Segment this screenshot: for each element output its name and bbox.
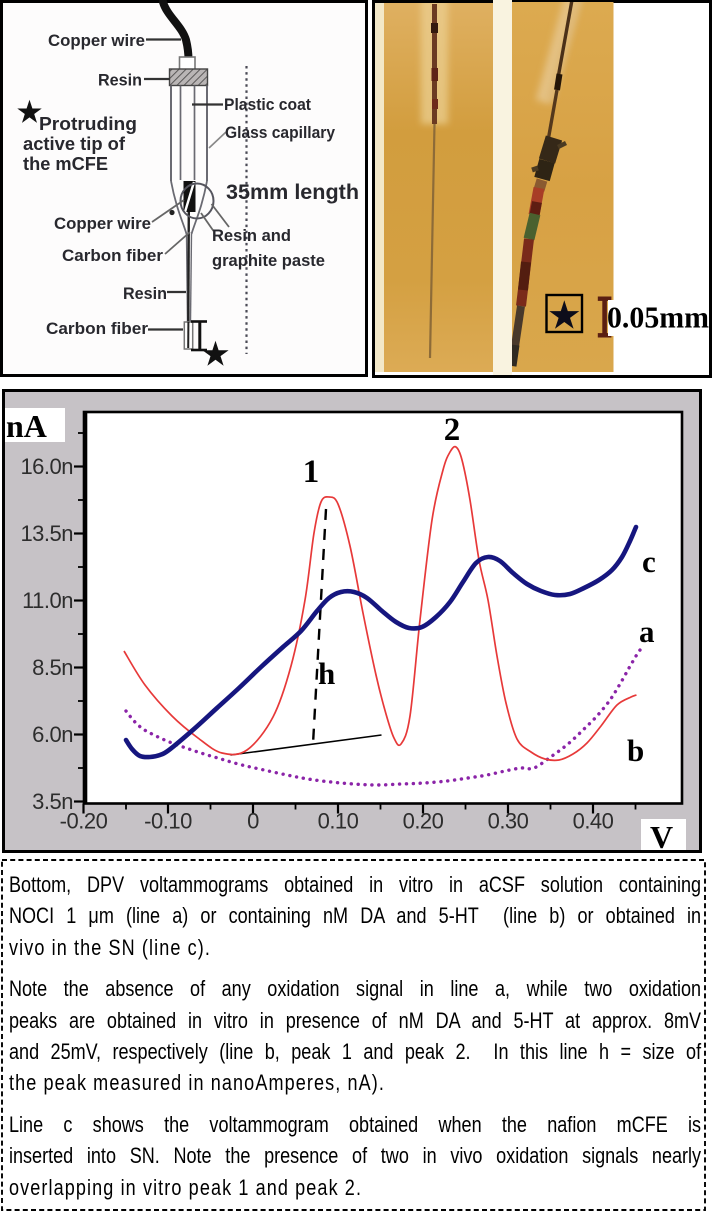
svg-text:h: h [318, 656, 335, 691]
svg-text:13.5n: 13.5n [20, 521, 73, 546]
svg-text:nA: nA [6, 408, 47, 444]
svg-text:Resin and: Resin and [212, 227, 291, 245]
svg-text:Carbon fiber: Carbon fiber [46, 320, 149, 338]
svg-text:Copper wire: Copper wire [54, 215, 151, 233]
svg-text:the mCFE: the mCFE [23, 154, 108, 174]
svg-text:0.40: 0.40 [573, 809, 614, 834]
svg-text:Protruding: Protruding [39, 114, 137, 134]
svg-text:-0.20: -0.20 [60, 809, 108, 834]
svg-text:3.5n: 3.5n [32, 789, 73, 814]
svg-text:35mm length: 35mm length [226, 181, 359, 204]
svg-text:16.0n: 16.0n [20, 454, 73, 479]
svg-text:Resin: Resin [98, 72, 142, 90]
svg-text:0.10: 0.10 [318, 809, 359, 834]
svg-text:a: a [639, 614, 655, 649]
svg-text:0.05mm: 0.05mm [607, 300, 709, 335]
svg-text:11.0n: 11.0n [22, 588, 73, 613]
svg-text:Glass capillary: Glass capillary [225, 124, 336, 142]
svg-text:Resin: Resin [123, 285, 167, 303]
svg-text:Copper wire: Copper wire [48, 32, 145, 50]
svg-text:0.20: 0.20 [403, 809, 444, 834]
svg-text:8.5n: 8.5n [32, 655, 73, 680]
svg-text:1: 1 [303, 454, 320, 490]
svg-text:Plastic coat: Plastic coat [224, 96, 311, 114]
svg-text:active tip of: active tip of [23, 134, 126, 154]
svg-text:graphite paste: graphite paste [212, 252, 325, 270]
svg-text:0: 0 [247, 809, 259, 834]
svg-text:-0.10: -0.10 [144, 809, 192, 834]
svg-text:V: V [650, 819, 673, 853]
svg-text:b: b [627, 733, 644, 768]
svg-text:6.0n: 6.0n [32, 722, 73, 747]
svg-text:2: 2 [444, 412, 461, 448]
svg-text:Carbon fiber: Carbon fiber [62, 247, 164, 265]
svg-text:c: c [642, 544, 656, 579]
svg-text:0.30: 0.30 [488, 809, 529, 834]
